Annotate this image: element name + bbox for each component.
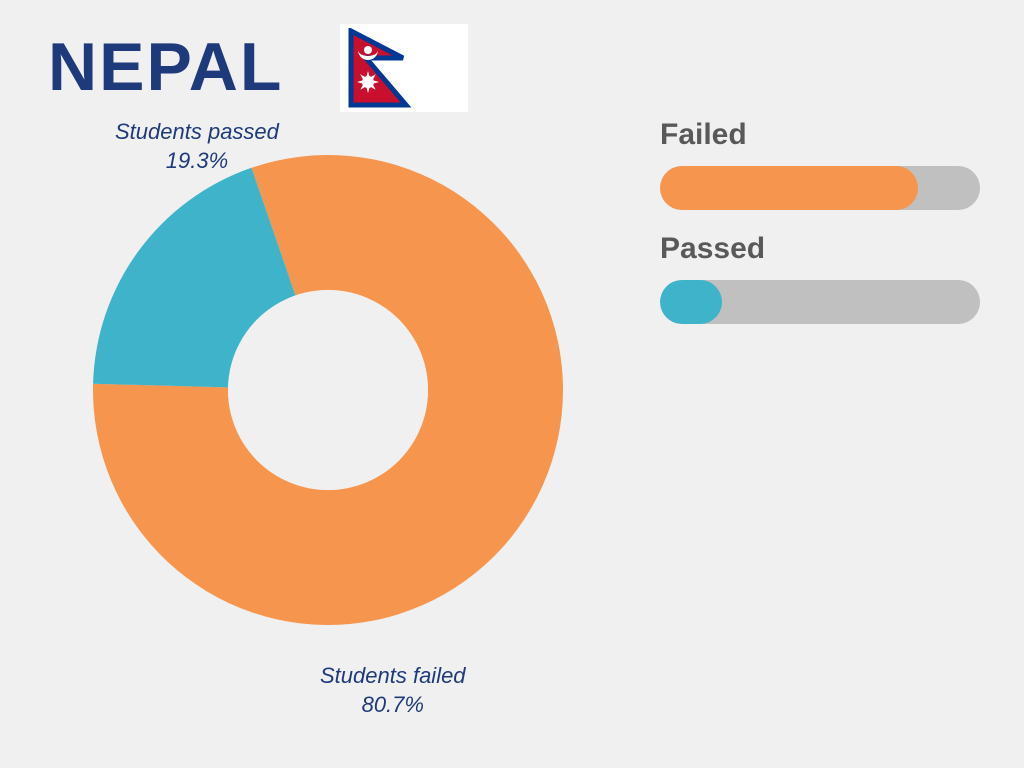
legend-label-passed: Passed [660, 232, 990, 266]
donut-chart [93, 155, 563, 625]
slice-label-failed: Students failed 80.7% [320, 662, 466, 719]
legend-label-failed: Failed [660, 118, 990, 152]
slice-label-failed-pct: 80.7% [320, 691, 466, 720]
page-title: NEPAL [48, 28, 283, 106]
legend-bar-failed [660, 166, 980, 210]
legend-item-failed: Failed [660, 118, 990, 210]
slice-label-failed-text: Students failed [320, 662, 466, 691]
nepal-flag [340, 24, 468, 112]
donut-hole [228, 290, 428, 490]
slice-label-passed-text: Students passed [115, 118, 279, 147]
legend-fill-failed [660, 166, 918, 210]
legend-fill-passed [660, 280, 722, 324]
legend-item-passed: Passed [660, 232, 990, 324]
legend: Failed Passed [660, 118, 990, 346]
legend-bar-passed [660, 280, 980, 324]
